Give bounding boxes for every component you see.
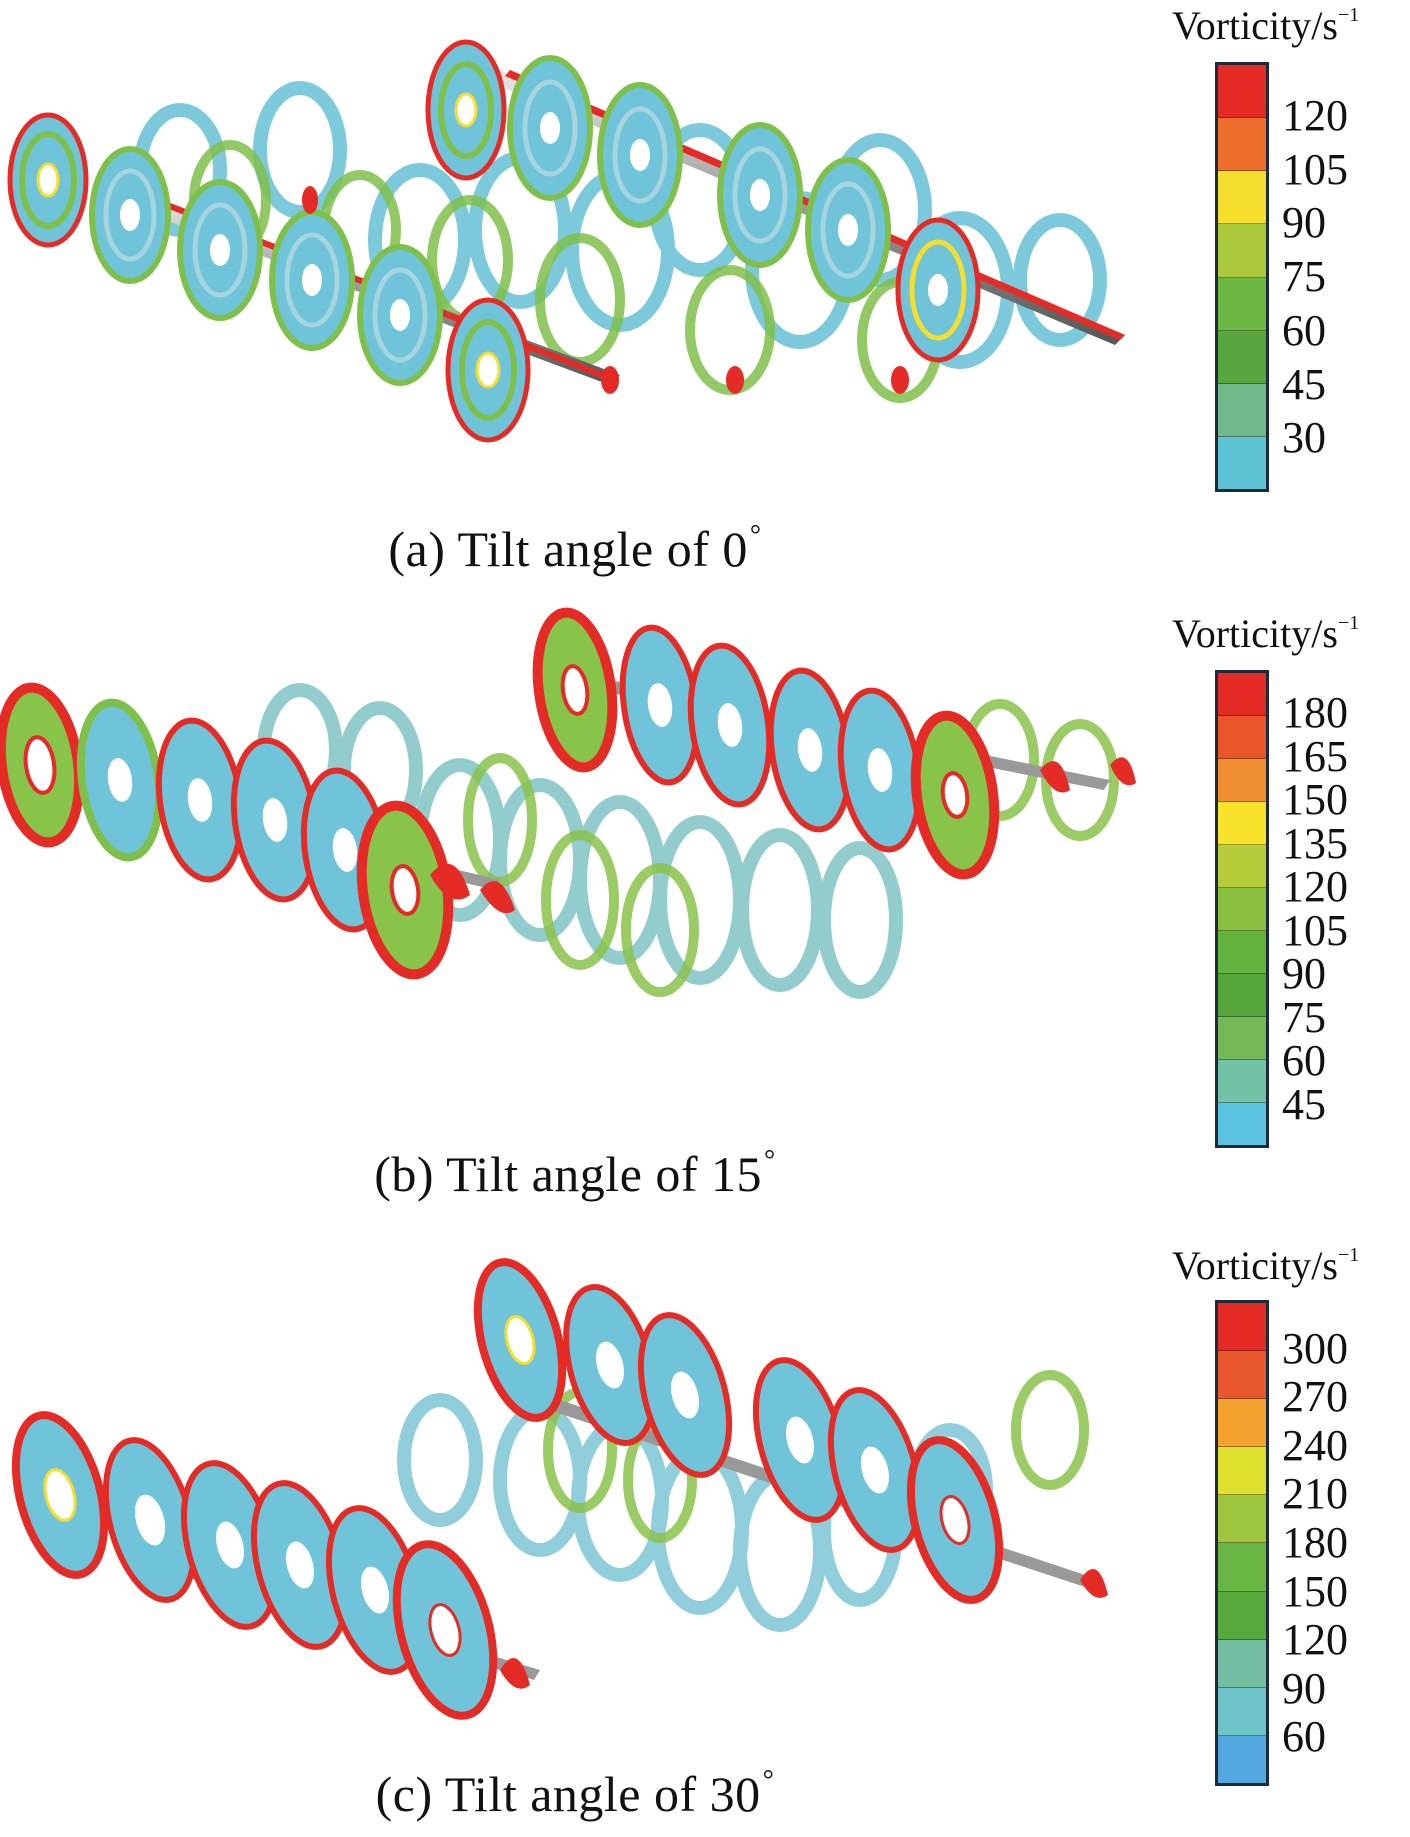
colorbar-tick-label: 135 (1282, 818, 1348, 868)
colorbar-tick-label: 45 (1282, 359, 1326, 409)
colorbar-swatch (1218, 171, 1266, 225)
colorbar-swatch (1218, 845, 1266, 888)
colorbar-swatch (1218, 1060, 1266, 1103)
colorbar-tick-label: 75 (1282, 992, 1326, 1042)
colorbar-tick-label: 90 (1282, 198, 1326, 248)
colorbar-tick-label: 180 (1282, 1518, 1348, 1567)
colorbar-swatch (1218, 1017, 1266, 1060)
colorbar-tick-label: 150 (1282, 775, 1348, 825)
colorbar-swatch (1218, 277, 1266, 331)
colorbar-tick-label: 210 (1282, 1469, 1348, 1519)
colorbar-swatch (1218, 1103, 1266, 1145)
vorticity-visualization-a (7, 39, 1125, 443)
colorbar-tick-label: 60 (1282, 1036, 1326, 1086)
colorbar-swatch (1218, 224, 1266, 278)
colorbar-swatch (1218, 1495, 1266, 1544)
colorbar-swatch (1218, 1543, 1266, 1592)
colorbar-tick-label: 120 (1282, 90, 1348, 140)
caption-c: (c) Tilt angle of 30° (375, 1765, 775, 1822)
legend-title-a: Vorticity/s−1 (1172, 3, 1360, 48)
colorbar-swatch (1218, 1639, 1266, 1688)
colorbar-swatch (1218, 716, 1266, 759)
colorbar-tick-label: 75 (1282, 252, 1326, 301)
colorbar-swatch (1218, 931, 1266, 974)
panel-a: (a) Tilt angle of 0° Vorticity/s−1 120 10… (0, 0, 1410, 590)
colorbar-swatch (1218, 673, 1266, 716)
colorbar-tick-label: 105 (1282, 144, 1348, 194)
colorbar-swatch (1218, 1447, 1266, 1496)
colorbar-tick-label: 90 (1282, 949, 1326, 999)
colorbar-swatch (1218, 802, 1266, 845)
colorbar-tick-label: 300 (1282, 1323, 1348, 1373)
colorbar-tick-label: 180 (1282, 688, 1348, 738)
colorbar-tick-label: 270 (1282, 1372, 1348, 1422)
colorbar-swatch (1218, 974, 1266, 1017)
colorbar-tick-label: 120 (1282, 862, 1348, 912)
colorbar-swatch (1218, 1591, 1266, 1640)
colorbar-swatch (1218, 383, 1266, 437)
colorbar-c (1215, 1300, 1269, 1786)
colorbar-tick-label: 45 (1282, 1079, 1326, 1129)
colorbar-tick-label: 165 (1282, 731, 1348, 781)
legend-title-b: Vorticity/s−1 (1172, 611, 1360, 656)
colorbar-swatch (1218, 118, 1266, 172)
colorbar-tick-label: 120 (1282, 1615, 1348, 1665)
colorbar-tick-label: 105 (1282, 905, 1348, 955)
colorbar-swatch (1218, 759, 1266, 802)
colorbar-swatch (1218, 330, 1266, 384)
legend-title-c: Vorticity/s−1 (1172, 1243, 1360, 1288)
colorbar-tick-label: 150 (1282, 1566, 1348, 1616)
colorbar-swatch (1218, 65, 1266, 119)
caption-b: (b) Tilt angle of 15° (374, 1145, 776, 1202)
caption-a: (a) Tilt angle of 0° (388, 520, 762, 577)
panel-c: (c) Tilt angle of 30° Vorticity/s−1 300 2… (0, 1230, 1410, 1837)
colorbar-swatch (1218, 888, 1266, 931)
colorbar-swatch (1218, 1351, 1266, 1400)
vorticity-visualization-c (11, 1258, 1108, 1720)
colorbar-tick-label: 60 (1282, 1712, 1326, 1762)
colorbar-b (1215, 670, 1269, 1148)
colorbar-tick-label: 60 (1282, 305, 1326, 355)
colorbar-tick-label: 240 (1282, 1420, 1348, 1470)
colorbar-swatch (1218, 1735, 1266, 1783)
colorbar-swatch (1218, 1687, 1266, 1736)
colorbar-swatch (1218, 1399, 1266, 1448)
vorticity-visualization-b (0, 607, 1136, 999)
colorbar-tick-label: 30 (1282, 413, 1326, 463)
colorbar-a (1215, 62, 1269, 492)
panel-b: (b) Tilt angle of 15° Vorticity/s−1 180 1… (0, 600, 1410, 1220)
colorbar-swatch (1218, 436, 1266, 489)
colorbar-swatch (1218, 1303, 1266, 1352)
colorbar-tick-label: 90 (1282, 1663, 1326, 1713)
